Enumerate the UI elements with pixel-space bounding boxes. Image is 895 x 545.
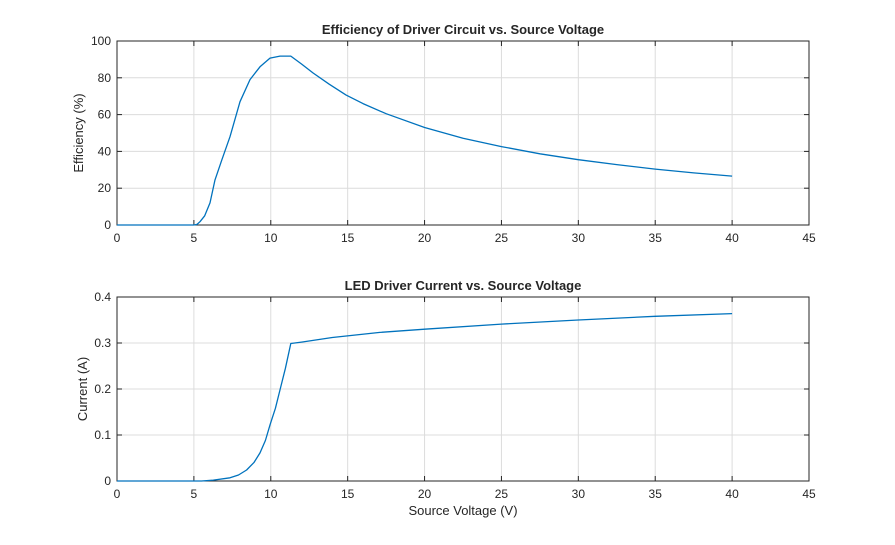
efficiency-ylabel: Efficiency (%) bbox=[71, 93, 86, 172]
axes-box bbox=[116, 40, 810, 226]
x-tick-label: 30 bbox=[572, 231, 586, 245]
x-tick-label: 40 bbox=[725, 487, 739, 501]
y-tick-label: 0 bbox=[104, 218, 111, 232]
efficiency-axes: 0 5 10 15 20 25 30 35 40 45 0 20 40 60 80 100 Efficiency… bbox=[71, 22, 816, 245]
x-tick-label: 35 bbox=[649, 487, 663, 501]
x-tick-label: 10 bbox=[264, 231, 278, 245]
x-tick-label: 20 bbox=[418, 487, 432, 501]
y-tick-label: 0.3 bbox=[94, 336, 111, 350]
x-tick-label: 20 bbox=[418, 231, 432, 245]
y-tick-label: 80 bbox=[98, 71, 112, 85]
current-title: LED Driver Current vs. Source Voltage bbox=[345, 278, 582, 293]
series-line bbox=[117, 55, 733, 226]
y-tick-label: 0.4 bbox=[94, 290, 111, 304]
x-tick-label: 30 bbox=[572, 487, 586, 501]
y-tick-label: 100 bbox=[91, 34, 111, 48]
x-tick-label: 25 bbox=[495, 231, 509, 245]
x-tick-label: 15 bbox=[341, 487, 355, 501]
x-tick-label: 35 bbox=[649, 231, 663, 245]
y-tick-label: 0.2 bbox=[94, 382, 111, 396]
y-tick-label: 40 bbox=[98, 144, 112, 158]
x-tick-label: 5 bbox=[191, 487, 198, 501]
x-tick-label: 45 bbox=[802, 231, 816, 245]
y-tick-label: 60 bbox=[98, 108, 112, 122]
x-tick-label: 5 bbox=[191, 231, 198, 245]
x-tick-label: 15 bbox=[341, 231, 355, 245]
y-tick-label: 20 bbox=[98, 181, 112, 195]
x-tick-label: 0 bbox=[114, 231, 121, 245]
y-tick-label: 0.1 bbox=[94, 428, 111, 442]
x-tick-label: 10 bbox=[264, 487, 278, 501]
x-tick-label: 0 bbox=[114, 487, 121, 501]
x-tick-label: 40 bbox=[725, 231, 739, 245]
current-axes: 0 5 10 15 20 25 30 35 40 45 0 0.1 0.2 0.3 0.4 LED Drive… bbox=[75, 278, 816, 518]
efficiency-title: Efficiency of Driver Circuit vs. Source … bbox=[322, 22, 604, 37]
y-tick-label: 0 bbox=[104, 474, 111, 488]
x-tick-label: 45 bbox=[802, 487, 816, 501]
current-xlabel: Source Voltage (V) bbox=[408, 503, 517, 518]
axes-box bbox=[116, 296, 810, 482]
x-tick-label: 25 bbox=[495, 487, 509, 501]
series-line bbox=[117, 312, 733, 482]
plot-area bbox=[117, 41, 809, 225]
current-ylabel: Current (A) bbox=[75, 357, 90, 421]
